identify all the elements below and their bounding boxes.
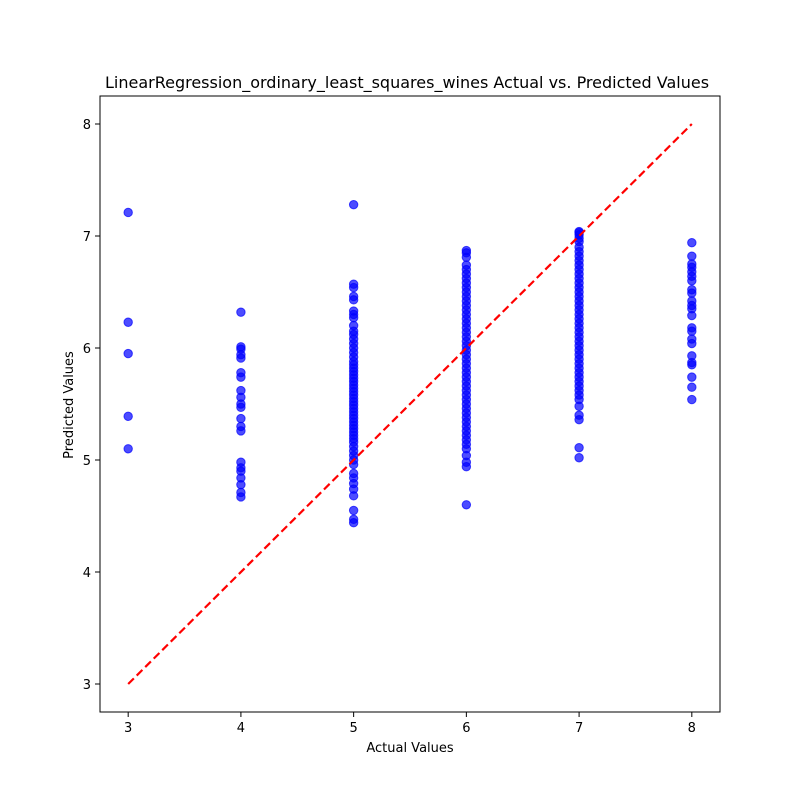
- x-tick-label: 6: [462, 721, 470, 736]
- y-tick-label: 7: [83, 230, 91, 245]
- data-point: [123, 444, 133, 454]
- data-point: [348, 199, 359, 210]
- data-point: [123, 207, 133, 218]
- data-point: [687, 394, 697, 405]
- x-tick-label: 4: [237, 721, 245, 736]
- data-point: [687, 382, 697, 392]
- data-point: [574, 442, 584, 453]
- y-tick-label: 5: [83, 454, 91, 469]
- x-tick-label: 3: [124, 721, 132, 736]
- y-tick-label: 4: [83, 566, 91, 581]
- data-point: [236, 492, 246, 502]
- axes-frame: [99, 95, 721, 713]
- data-point: [348, 518, 359, 528]
- data-point: [687, 338, 697, 349]
- data-point: [236, 372, 246, 382]
- data-point: [461, 462, 472, 472]
- data-point: [236, 402, 246, 413]
- plot-area: 3 4 5 6 7 8 3 4 5 6 7 8: [83, 95, 721, 736]
- data-point: [348, 313, 359, 323]
- data-point: [687, 251, 697, 261]
- reference-line: [127, 123, 693, 685]
- data-point: [348, 295, 359, 305]
- x-tick-label: 5: [349, 721, 357, 736]
- data-point: [236, 307, 246, 317]
- chart-title: LinearRegression_ordinary_least_squares_…: [105, 73, 709, 93]
- x-axis-label: Actual Values: [366, 741, 454, 756]
- data-point: [123, 317, 133, 327]
- y-axis-label: Predicted Values: [62, 351, 77, 459]
- data-point: [348, 491, 359, 501]
- data-point: [687, 326, 697, 336]
- data-point: [461, 252, 472, 262]
- data-point: [348, 505, 359, 516]
- data-point: [123, 348, 133, 359]
- data-point: [687, 372, 697, 382]
- data-point: [574, 453, 584, 463]
- data-point: [687, 310, 697, 321]
- y-tick-label: 8: [83, 118, 91, 133]
- x-tick-label: 7: [575, 721, 583, 736]
- data-point: [687, 360, 697, 370]
- data-point: [574, 401, 584, 411]
- data-point: [687, 238, 697, 248]
- data-point: [236, 353, 246, 363]
- data-point: [461, 500, 472, 510]
- data-point: [236, 479, 246, 490]
- data-point: [687, 276, 697, 286]
- data-point: [574, 414, 584, 425]
- data-point: [348, 282, 359, 293]
- y-tick-label: 6: [83, 342, 91, 357]
- data-point: [123, 411, 133, 422]
- data-point: [236, 426, 246, 436]
- y-tick-label: 3: [83, 678, 91, 693]
- data-point: [687, 288, 697, 298]
- x-tick-label: 8: [688, 721, 696, 736]
- data-point: [236, 413, 246, 424]
